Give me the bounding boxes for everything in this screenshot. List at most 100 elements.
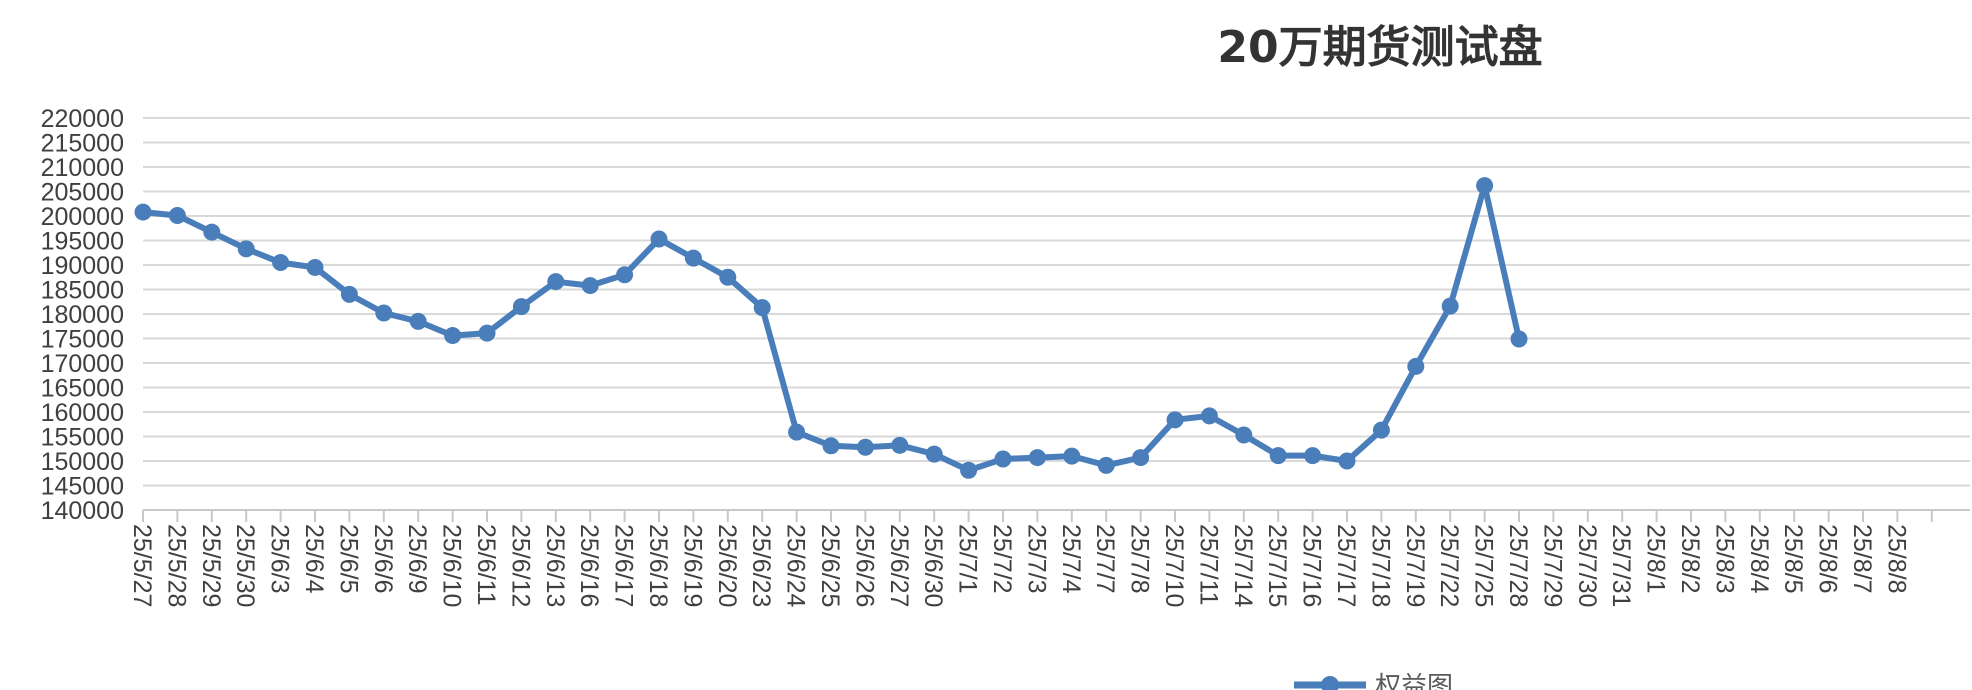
data-point [616,266,634,284]
data-point [891,436,909,454]
x-tick-label: 25/6/3 [266,524,294,594]
x-tick-label: 25/7/1 [954,524,982,594]
x-tick-label: 25/7/29 [1538,524,1566,607]
y-tick-label: 185000 [41,277,124,305]
x-tick-label: 25/7/10 [1160,524,1188,607]
x-tick-label: 25/6/23 [747,524,775,607]
data-point [203,223,221,241]
data-point [1338,452,1356,470]
x-tick-label: 25/7/17 [1332,524,1360,607]
data-point [650,230,668,248]
data-point [134,203,152,221]
x-tick-label: 25/6/20 [713,524,741,607]
y-tick-label: 145000 [41,473,124,501]
data-point [1235,426,1253,444]
data-point [1407,357,1425,375]
x-tick-label: 25/6/25 [816,524,844,607]
y-tick-label: 195000 [41,228,124,256]
data-point [340,285,358,303]
data-point [581,277,599,295]
data-point [1372,421,1390,439]
y-tick-label: 180000 [41,301,124,329]
y-tick-label: 155000 [41,424,124,452]
y-tick-label: 200000 [41,203,124,231]
y-tick-label: 170000 [41,350,124,378]
x-tick-label: 25/6/16 [575,524,603,607]
data-point [1097,456,1115,474]
x-tick-label: 25/7/3 [1022,524,1050,594]
x-tick-label: 25/8/8 [1882,524,1910,594]
x-tick-label: 25/6/19 [678,524,706,607]
data-point [547,273,565,291]
y-tick-label: 165000 [41,375,124,403]
x-tick-label: 25/5/28 [162,524,190,607]
x-tick-label: 25/7/30 [1573,524,1601,607]
data-point [1476,177,1494,195]
legend-label: 权益图 [1375,672,1453,690]
data-point [719,268,737,286]
x-tick-label: 25/7/7 [1091,524,1119,594]
x-tick-label: 25/7/16 [1298,524,1326,607]
gridlines [143,117,1970,487]
y-tick-label: 175000 [41,326,124,354]
x-axis [142,509,1970,522]
x-tick-label: 25/7/11 [1194,524,1222,606]
data-point [753,299,771,317]
data-point [478,324,496,342]
x-tick-label: 25/6/30 [919,524,947,607]
y-axis-tick-labels: 1400001450001500001550001600001650001700… [41,105,124,525]
x-tick-label: 25/7/18 [1366,524,1394,607]
data-point [1441,297,1459,315]
data-point [1063,447,1081,465]
series-group [134,177,1528,479]
x-tick-label: 25/6/4 [300,524,328,594]
x-tick-label: 25/7/8 [1126,524,1154,594]
x-tick-label: 25/5/27 [128,524,156,607]
x-tick-label: 25/6/26 [850,524,878,607]
x-tick-label: 25/7/22 [1435,524,1463,607]
data-point [994,450,1012,468]
x-tick-label: 25/8/2 [1676,524,1704,594]
data-point [1132,449,1150,467]
y-tick-label: 150000 [41,448,124,476]
data-point [237,240,255,258]
x-tick-label: 25/8/7 [1848,524,1876,594]
data-point [856,438,874,456]
data-point [684,249,702,267]
y-tick-label: 210000 [41,154,124,182]
x-tick-label: 25/7/31 [1607,524,1635,607]
x-tick-label: 25/6/5 [334,524,362,594]
data-point [822,437,840,455]
x-axis-tick-labels: 25/5/27 25/5/28 25/5/29 25/5/30 25/6/3 25/6/4… [128,524,1910,608]
legend-marker-swatch [1321,676,1339,690]
data-point [1510,330,1528,348]
x-tick-label: 25/6/17 [610,524,638,607]
x-tick-label: 25/8/5 [1779,524,1807,594]
x-tick-label: 25/8/1 [1642,524,1670,594]
x-tick-label: 25/6/24 [782,524,810,608]
x-tick-label: 25/7/2 [988,524,1016,594]
x-tick-label: 25/7/28 [1504,524,1532,607]
data-point [272,254,290,272]
chart-title: 20万期货测试盘 [1217,22,1542,73]
data-point [409,312,427,330]
data-point [1269,447,1287,465]
x-tick-label: 25/5/30 [231,524,259,607]
x-tick-label: 25/6/9 [403,524,431,594]
data-point [444,327,462,345]
x-tick-label: 25/6/12 [506,524,534,607]
data-point [168,207,186,225]
data-point [960,461,978,479]
x-tick-label: 25/7/14 [1229,524,1257,608]
data-point [306,258,324,276]
x-tick-label: 25/6/11 [472,524,500,606]
y-tick-label: 160000 [41,399,124,427]
x-tick-label: 25/7/4 [1057,524,1085,594]
x-tick-label: 25/6/10 [438,524,466,607]
x-tick-label: 25/7/25 [1470,524,1498,607]
x-tick-label: 25/5/29 [197,524,225,607]
x-tick-label: 25/7/15 [1263,524,1291,607]
x-tick-label: 25/8/6 [1814,524,1842,594]
